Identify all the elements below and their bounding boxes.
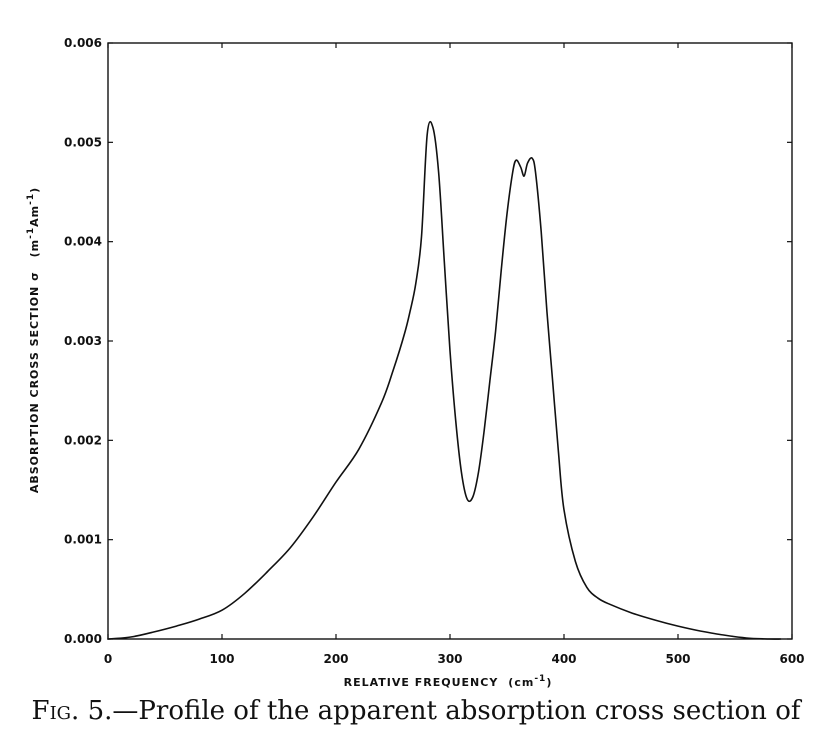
series-line bbox=[107, 120, 782, 640]
x-tick-label: 0 bbox=[104, 652, 112, 666]
caption-text: —Profile of the apparent absorption cros… bbox=[112, 696, 801, 726]
y-axis-unit-exponent-2: -1 bbox=[26, 193, 36, 205]
y-tick-label: 0.005 bbox=[64, 135, 102, 149]
y-tick-label: 0.006 bbox=[64, 36, 102, 50]
x-axis-label: RELATIVE FREQUENCY bbox=[344, 676, 499, 689]
y-tick-label: 0.000 bbox=[64, 632, 102, 646]
y-axis-title: ABSORPTION CROSS SECTION σ(m-1Am-1) bbox=[26, 187, 41, 493]
x-tick-label: 200 bbox=[323, 652, 348, 666]
tick-marks bbox=[107, 42, 793, 640]
x-tick-label: 300 bbox=[437, 652, 462, 666]
y-tick-label: 0.002 bbox=[64, 433, 102, 447]
figure-caption: Fig. 5.—Profile of the apparent absorpti… bbox=[0, 696, 832, 726]
y-tick-label: 0.003 bbox=[64, 334, 102, 348]
y-axis-label: ABSORPTION CROSS SECTION σ bbox=[28, 271, 41, 493]
y-axis-unit-m: m bbox=[28, 239, 41, 251]
caption-figure-number: Fig. 5. bbox=[31, 696, 113, 726]
y-axis-unit-am: Am bbox=[28, 205, 41, 227]
x-axis-unit: cm bbox=[514, 676, 534, 689]
x-tick-label: 600 bbox=[779, 652, 804, 666]
x-tick-label: 100 bbox=[209, 652, 234, 666]
y-axis-unit-exponent-1: -1 bbox=[26, 227, 36, 239]
x-axis-title: RELATIVE FREQUENCY (cm-1) bbox=[344, 674, 553, 689]
y-tick-label: 0.001 bbox=[64, 533, 102, 547]
x-axis-unit-exponent: -1 bbox=[534, 674, 546, 684]
x-tick-label: 400 bbox=[551, 652, 576, 666]
y-tick-label: 0.004 bbox=[64, 235, 102, 249]
x-tick-label: 500 bbox=[665, 652, 690, 666]
tick-labels: 0 100 200 300 400 500 600 0.000 0.001 0.002 0.003 0… bbox=[64, 36, 805, 666]
